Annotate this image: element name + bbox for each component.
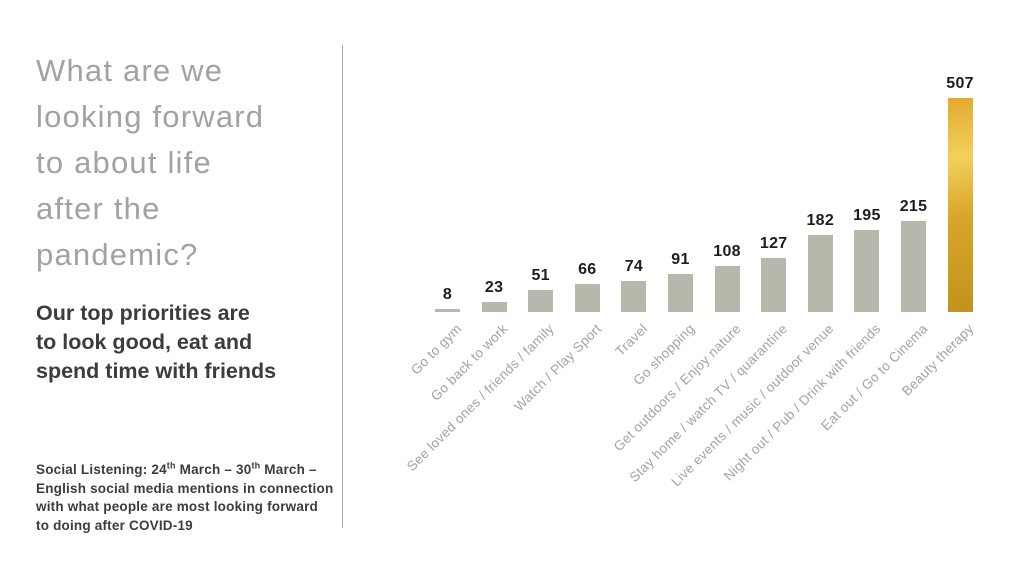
- category-label: Travel: [612, 321, 651, 360]
- chart-bar: [854, 229, 880, 312]
- bar-value-label: 182: [806, 212, 835, 230]
- category-label: Watch / Play Sport: [510, 321, 604, 415]
- title-line: looking forward: [36, 99, 265, 134]
- slide-subtitle: Our top priorities are to look good, eat…: [36, 299, 276, 386]
- chart-bar: [435, 308, 460, 312]
- bar-value-label: 127: [759, 235, 788, 253]
- bar-value-label: 507: [946, 75, 974, 92]
- chart-bar: [668, 273, 693, 312]
- vertical-divider: [342, 45, 343, 528]
- chart-bar: [761, 258, 787, 312]
- bar-value-label: 51: [531, 267, 550, 285]
- bar-value-label: 8: [442, 285, 453, 303]
- chart-bar: [807, 235, 833, 312]
- bar-value-label: 215: [899, 198, 928, 216]
- subtitle-line: spend time with friends: [36, 359, 277, 383]
- chart-bar: [714, 266, 740, 312]
- chart-bar: [574, 284, 600, 312]
- bar-value-label: 195: [853, 206, 881, 224]
- subtitle-line: to look good, eat and: [36, 330, 253, 354]
- chart-bar: [947, 98, 973, 312]
- footnote-line: with what people are most looking forwar…: [36, 499, 318, 514]
- footnote-line: to doing after COVID-19: [36, 517, 193, 533]
- bar-value-label: 23: [484, 279, 504, 297]
- title-line: What are we: [36, 53, 224, 88]
- slide-title: What are we looking forward to about lif…: [36, 48, 264, 278]
- subtitle-line: Our top priorities are: [36, 301, 250, 325]
- bar-value-label: 108: [713, 243, 741, 261]
- chart-bar: [528, 290, 554, 312]
- chart-bar: [481, 302, 507, 312]
- bar-value-label: 91: [671, 250, 690, 268]
- source-footnote: Social Listening: 24th March – 30th Marc…: [36, 461, 333, 535]
- chart-bar: [621, 280, 647, 312]
- bar-value-label: 66: [578, 261, 597, 279]
- footnote-line: Social Listening: 24th March – 30th Marc…: [36, 460, 317, 477]
- footnote-line: English social media mentions in connect…: [36, 480, 334, 496]
- title-line: after the: [36, 191, 161, 226]
- title-line: pandemic?: [36, 237, 199, 272]
- title-line: to about life: [36, 145, 212, 180]
- bar-value-label: 74: [624, 257, 644, 275]
- chart-bar: [901, 221, 926, 312]
